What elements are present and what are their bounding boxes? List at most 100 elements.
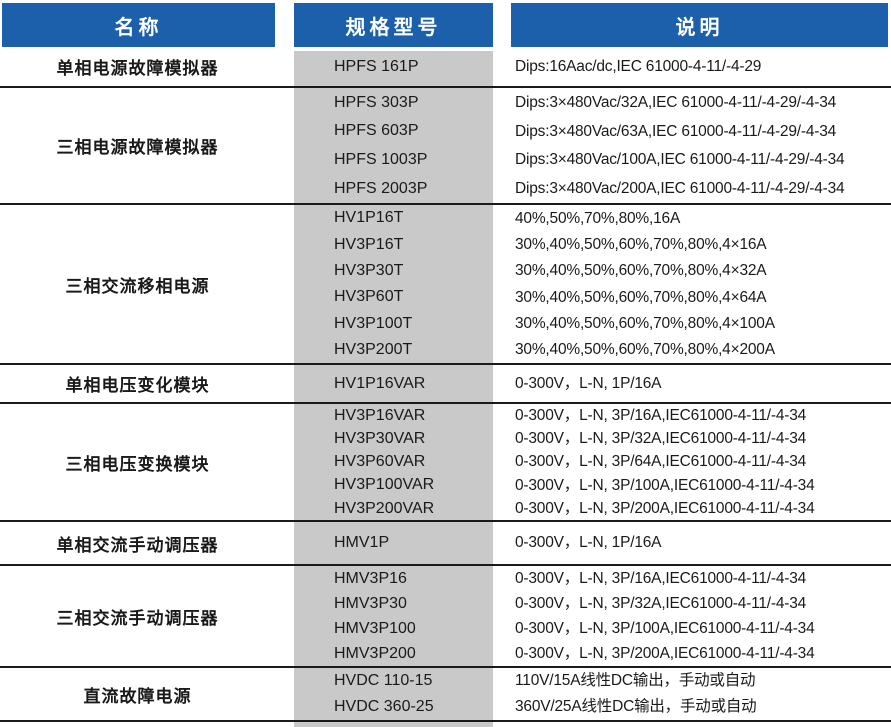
spec-cell: 360V/25A线性DC输出，手动或自动 (515, 698, 757, 716)
model-list: HV1P16T HV3P16T HV3P30T HV3P60T HV3P100T HV3P… (294, 205, 493, 363)
spec-list: 110V/15A线性DC输出，手动或自动 360V/25A线性DC输出，手动或自动 (510, 668, 891, 720)
column-gap (493, 404, 510, 520)
column-gap (493, 566, 510, 666)
model-cell: HPFS 1003P (334, 151, 428, 169)
model-list: HMV1P (294, 522, 493, 564)
spec-cell: 0-300V，L-N, 3P/64A,IEC61000-4-11/-4-34 (515, 453, 807, 471)
spec-cell: 0-300V，L-N, 3P/32A,IEC61000-4-11/-4-34 (515, 594, 807, 612)
model-cell: HV3P30VAR (334, 429, 426, 447)
product-name: 三相交流手动调压器 (56, 608, 219, 628)
column-gap (493, 88, 510, 203)
column-gap (493, 668, 510, 720)
table-row: 单相交流手动调压器 HMV1P 0-300V，L-N, 1P/16A (0, 522, 891, 566)
product-name: 单相电压变化模块 (65, 376, 210, 395)
table-body: 单相电源故障模拟器 HPFS 161P Dips:16Aac/dc,IEC 6100… (0, 47, 891, 722)
product-name: 三相电压变换模块 (65, 454, 210, 474)
spec-cell: 0-300V，L-N, 3P/200A,IEC61000-4-11/-4-34 (515, 499, 815, 517)
spec-list: Dips:3×480Vac/32A,IEC 61000-4-11/-4-29/-… (510, 88, 891, 203)
column-gap (275, 88, 294, 203)
model-cell: HMV1P (334, 534, 390, 552)
table-row: 三相交流移相电源 HV1P16T HV3P16T HV3P30T HV3P60T HV3P… (0, 205, 891, 365)
header-desc-label: 说明 (675, 16, 724, 39)
model-list: HMV3P16 HMV3P30 HMV3P100 HMV3P200 (294, 566, 493, 666)
model-list: HVDC 110-15 HVDC 360-25 (294, 668, 493, 720)
spec-list: 0-300V，L-N, 1P/16A (510, 365, 891, 402)
model-cell: HVDC 360-25 (334, 698, 434, 716)
model-cell: HV3P16VAR (334, 406, 426, 424)
model-cell: HV3P200T (334, 341, 413, 358)
spec-cell: 0-300V，L-N, 1P/16A (515, 534, 662, 552)
column-gap (275, 205, 294, 363)
table-row: 三相电源故障模拟器 HPFS 303P HPFS 603P HPFS 1003P HPF… (0, 88, 891, 205)
spec-cell: Dips:3×480Vac/32A,IEC 61000-4-11/-4-29/-… (515, 93, 837, 111)
product-name: 三相交流移相电源 (65, 276, 210, 296)
header-model-label: 规格型号 (345, 16, 442, 39)
product-name: 直流故障电源 (83, 686, 192, 706)
spec-cell: Dips:16Aac/dc,IEC 61000-4-11/-4-29 (515, 57, 762, 75)
table-row: 单相电压变化模块 HV1P16VAR 0-300V，L-N, 1P/16A (0, 365, 891, 404)
spec-cell: 0-300V，L-N, 1P/16A (515, 374, 662, 392)
spec-cell: 0-300V，L-N, 3P/16A,IEC61000-4-11/-4-34 (515, 569, 807, 587)
model-list: HV1P16VAR (294, 365, 493, 402)
model-cell: HV3P200VAR (334, 499, 435, 517)
model-list: HPFS 161P (294, 47, 493, 86)
column-gap (275, 47, 294, 86)
column-gap (493, 47, 510, 86)
column-gap (275, 404, 294, 520)
spec-cell: 30%,40%,50%,60%,70%,80%,4×100A (515, 314, 775, 332)
model-cell: HVDC 110-15 (334, 672, 433, 690)
table-row: 单相电源故障模拟器 HPFS 161P Dips:16Aac/dc,IEC 6100… (0, 47, 891, 88)
spec-cell: Dips:3×480Vac/100A,IEC 61000-4-11/-4-29/… (515, 151, 845, 169)
model-cell: HV1P16T (334, 209, 404, 227)
header-cell-name: 名称 (2, 3, 275, 47)
spec-cell: 30%,40%,50%,60%,70%,80%,4×64A (515, 288, 767, 306)
spec-cell: 0-300V，L-N, 3P/32A,IEC61000-4-11/-4-34 (515, 430, 807, 448)
header-cell-model: 规格型号 (294, 3, 493, 47)
spec-cell: 0-300V，L-N, 3P/100A,IEC61000-4-11/-4-34 (515, 476, 815, 494)
model-cell: HMV3P30 (334, 594, 407, 612)
table-row: 直流故障电源 HVDC 110-15 HVDC 360-25 110V/15A线性DC… (0, 668, 891, 722)
table-header: 名称 规格型号 说明 (0, 3, 891, 47)
spec-cell: 0-300V，L-N, 3P/16A,IEC61000-4-11/-4-34 (515, 407, 807, 425)
model-column-background (294, 51, 493, 727)
spec-list: Dips:16Aac/dc,IEC 61000-4-11/-4-29 (510, 47, 891, 86)
model-list: HV3P16VAR HV3P30VAR HV3P60VAR HV3P100VAR HV3… (294, 404, 493, 520)
model-cell: HV3P30T (334, 262, 404, 280)
header-cell-desc: 说明 (511, 3, 888, 47)
model-cell: HPFS 303P (334, 93, 419, 111)
model-cell: HPFS 161P (334, 57, 419, 75)
product-name: 单相电源故障模拟器 (56, 59, 219, 78)
model-cell: HMV3P16 (334, 569, 407, 587)
spec-cell: Dips:3×480Vac/200A,IEC 61000-4-11/-4-29/… (515, 180, 845, 198)
spec-cell: 40%,50%,70%,80%,16A (515, 209, 681, 227)
model-cell: HV3P16T (334, 235, 404, 253)
column-gap (275, 566, 294, 666)
spec-list: 40%,50%,70%,80%,16A 30%,40%,50%,60%,70%,8… (510, 205, 891, 363)
model-cell: HMV3P100 (334, 619, 416, 637)
spec-list: 0-300V，L-N, 1P/16A (510, 522, 891, 564)
spec-cell: 30%,40%,50%,60%,70%,80%,4×16A (515, 235, 767, 253)
column-gap (275, 668, 294, 720)
spec-cell: 30%,40%,50%,60%,70%,80%,4×200A (515, 341, 775, 359)
column-gap (275, 522, 294, 564)
column-gap (493, 205, 510, 363)
spec-cell: 0-300V，L-N, 3P/100A,IEC61000-4-11/-4-34 (515, 619, 815, 637)
spec-cell: 110V/15A线性DC输出，手动或自动 (515, 672, 756, 690)
spec-cell: 30%,40%,50%,60%,70%,80%,4×32A (515, 262, 767, 280)
column-gap (275, 365, 294, 402)
model-cell: HV3P60T (334, 288, 404, 306)
model-list: HPFS 303P HPFS 603P HPFS 1003P HPFS 2003P (294, 88, 493, 203)
model-cell: HPFS 2003P (334, 179, 428, 197)
spec-cell: Dips:3×480Vac/63A,IEC 61000-4-11/-4-29/-… (515, 122, 837, 140)
table-row: 三相交流手动调压器 HMV3P16 HMV3P30 HMV3P100 HMV3P200 0… (0, 566, 891, 668)
header-name-label: 名称 (114, 16, 163, 39)
spec-list: 0-300V，L-N, 3P/16A,IEC61000-4-11/-4-34 0-… (510, 404, 891, 520)
product-name: 三相电源故障模拟器 (56, 138, 219, 157)
model-cell: HMV3P200 (334, 644, 416, 662)
table-row: 三相电压变换模块 HV3P16VAR HV3P30VAR HV3P60VAR HV3P1… (0, 404, 891, 522)
model-cell: HV3P100T (334, 314, 413, 332)
model-cell: HPFS 603P (334, 122, 419, 140)
column-gap (493, 522, 510, 564)
column-gap (493, 365, 510, 402)
